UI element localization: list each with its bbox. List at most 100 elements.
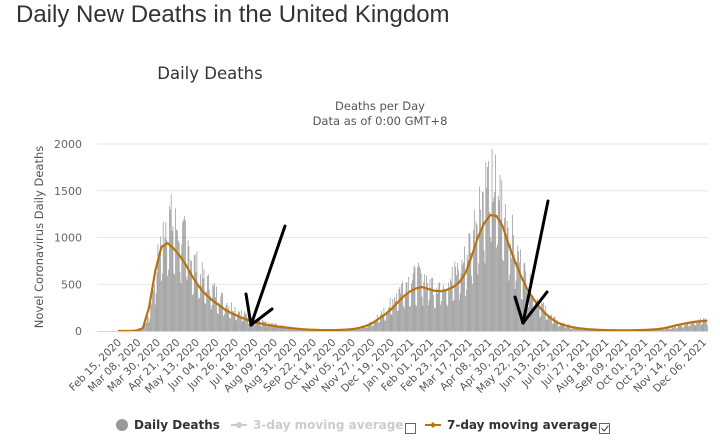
daily-deaths-bar[interactable] [404,294,406,331]
daily-deaths-bar[interactable] [280,325,282,331]
daily-deaths-bar[interactable] [181,244,183,331]
daily-deaths-bar[interactable] [661,328,663,331]
daily-deaths-bar[interactable] [409,306,410,331]
daily-deaths-bar[interactable] [682,327,683,331]
daily-deaths-bar[interactable] [387,308,389,331]
daily-deaths-bar[interactable] [243,315,245,331]
daily-deaths-bar[interactable] [199,297,200,331]
daily-deaths-bar[interactable] [197,283,199,331]
daily-deaths-bar[interactable] [184,220,186,331]
daily-deaths-bar[interactable] [687,322,689,331]
daily-deaths-bar[interactable] [182,222,184,331]
daily-deaths-bar[interactable] [566,325,567,331]
daily-deaths-bar[interactable] [700,324,702,331]
daily-deaths-bar[interactable] [392,299,394,331]
daily-deaths-bar[interactable] [294,328,296,331]
daily-deaths-bar[interactable] [385,320,387,331]
daily-deaths-bar[interactable] [702,319,704,331]
daily-deaths-bar[interactable] [218,302,220,331]
daily-deaths-bar[interactable] [254,325,255,331]
daily-deaths-bar[interactable] [467,259,469,331]
daily-deaths-bar[interactable] [262,321,264,331]
daily-deaths-bar[interactable] [400,293,402,331]
daily-deaths-bar[interactable] [356,328,357,331]
daily-deaths-bar[interactable] [414,267,416,331]
daily-deaths-bar[interactable] [473,209,475,331]
daily-deaths-bar[interactable] [690,324,691,331]
daily-deaths-bar[interactable] [257,319,259,331]
daily-deaths-bar[interactable] [666,328,668,331]
daily-deaths-bar[interactable] [468,233,470,331]
daily-deaths-bar[interactable] [289,327,291,331]
daily-deaths-bar[interactable] [673,327,675,331]
daily-deaths-bar[interactable] [434,308,436,331]
daily-deaths-bar[interactable] [223,315,224,331]
daily-deaths-bar[interactable] [389,297,391,331]
daily-deaths-bar[interactable] [379,321,380,331]
daily-deaths-bar[interactable] [229,318,231,331]
daily-deaths-bar[interactable] [688,326,690,331]
daily-deaths-bar[interactable] [211,305,213,331]
daily-deaths-bar[interactable] [265,322,267,331]
daily-deaths-bar[interactable] [431,278,433,331]
daily-deaths-bar[interactable] [677,325,679,331]
daily-deaths-bar[interactable] [427,305,429,331]
daily-deaths-bar[interactable] [542,303,543,331]
daily-deaths-bar[interactable] [462,264,464,331]
daily-deaths-bar[interactable] [237,313,239,331]
daily-deaths-bar[interactable] [213,286,215,331]
daily-deaths-bar[interactable] [375,321,377,331]
daily-deaths-bar[interactable] [509,274,511,331]
daily-deaths-bar[interactable] [166,239,168,331]
daily-deaths-bar[interactable] [472,283,473,331]
daily-deaths-bar[interactable] [372,326,373,331]
daily-deaths-bar[interactable] [226,302,228,331]
daily-deaths-bar[interactable] [492,202,494,331]
daily-deaths-bar[interactable] [684,324,686,331]
daily-deaths-bar[interactable] [448,282,449,331]
daily-deaths-bar[interactable] [284,326,286,331]
daily-deaths-bar[interactable] [668,328,670,331]
daily-deaths-bar[interactable] [569,325,571,331]
daily-deaths-bar[interactable] [660,329,662,331]
daily-deaths-bar[interactable] [658,330,660,331]
daily-deaths-bar[interactable] [691,323,692,331]
daily-deaths-bar[interactable] [172,226,174,331]
daily-deaths-bar[interactable] [707,325,708,331]
daily-deaths-bar[interactable] [287,327,289,331]
daily-deaths-bar[interactable] [535,300,537,331]
daily-deaths-bar[interactable] [455,266,457,331]
daily-deaths-bar[interactable] [549,316,551,331]
daily-deaths-bar[interactable] [421,296,423,331]
daily-deaths-bar[interactable] [300,329,301,331]
daily-deaths-bar[interactable] [241,321,243,331]
daily-deaths-bar[interactable] [242,320,244,331]
daily-deaths-bar[interactable] [541,302,543,331]
daily-deaths-bar[interactable] [206,291,208,331]
daily-deaths-bar[interactable] [696,320,698,331]
daily-deaths-bar[interactable] [279,328,281,331]
daily-deaths-bar[interactable] [473,230,474,331]
daily-deaths-bar[interactable] [402,281,403,331]
daily-deaths-bar[interactable] [272,326,274,331]
daily-deaths-bars[interactable] [130,148,708,331]
daily-deaths-bar[interactable] [200,285,202,331]
daily-deaths-bar[interactable] [426,283,428,331]
daily-deaths-bar[interactable] [192,294,193,331]
daily-deaths-bar[interactable] [143,328,145,331]
daily-deaths-bar[interactable] [164,237,166,331]
daily-deaths-bar[interactable] [469,233,471,331]
daily-deaths-bar[interactable] [683,326,684,331]
daily-deaths-bar[interactable] [153,289,154,331]
daily-deaths-bar[interactable] [481,226,482,331]
daily-deaths-bar[interactable] [567,324,569,331]
daily-deaths-bar[interactable] [693,320,695,331]
daily-deaths-bar[interactable] [474,243,476,331]
daily-deaths-bar[interactable] [506,220,508,331]
daily-deaths-bar[interactable] [439,282,441,331]
daily-deaths-bar[interactable] [430,290,432,331]
daily-deaths-bar[interactable] [161,280,162,331]
daily-deaths-bar[interactable] [371,322,372,331]
daily-deaths-bar[interactable] [679,325,681,331]
daily-deaths-bar[interactable] [253,319,254,331]
